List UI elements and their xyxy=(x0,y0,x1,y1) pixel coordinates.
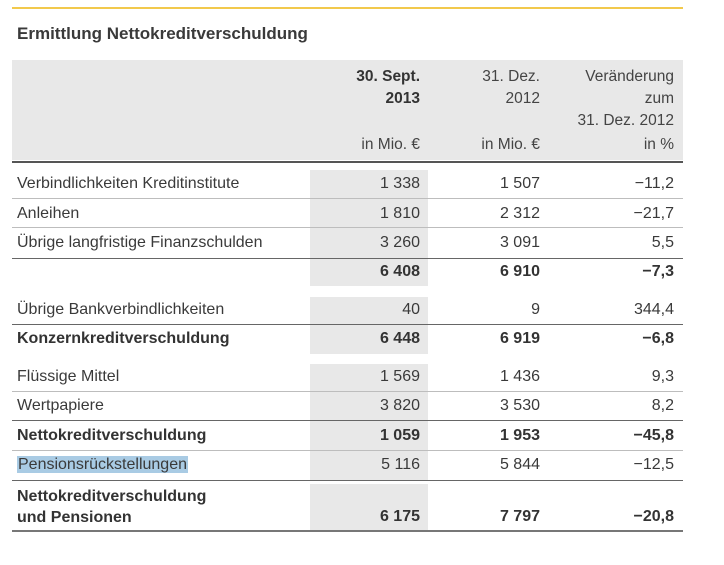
value-dez-2012: 5 844 xyxy=(499,456,540,473)
value-change: 344,4 xyxy=(633,301,674,318)
value-change: −7,3 xyxy=(642,263,674,280)
column-header-line: 31. Dez. 2012 xyxy=(577,112,674,129)
value-sept-2013: 3 260 xyxy=(379,234,420,251)
table-header: 30. Sept. 2013 in Mio. € 31. Dez. 2012 i… xyxy=(12,60,683,160)
value-dez-2012: 7 797 xyxy=(499,508,540,525)
value-change: −45,8 xyxy=(633,427,674,444)
value-dez-2012: 1 507 xyxy=(499,175,540,192)
selected-text-highlight[interactable]: Pensionsrückstellungen xyxy=(17,456,188,473)
value-sept-2013: 6 408 xyxy=(379,263,420,280)
column-header-dez-2012: 31. Dez. 2012 in Mio. € xyxy=(432,66,540,156)
value-sept-2013: 1 059 xyxy=(379,427,420,444)
value-sept-2013: 3 820 xyxy=(379,397,420,414)
row-label: Nettokreditverschuldung xyxy=(17,427,207,444)
shaded-column-block xyxy=(310,484,428,530)
row-divider xyxy=(12,324,683,325)
shaded-column-block xyxy=(310,364,428,480)
row-label-line: Nettokreditverschuldung xyxy=(17,488,207,505)
column-header-line: 2013 xyxy=(385,90,420,107)
value-dez-2012: 1 436 xyxy=(499,368,540,385)
column-header-sept-2013: 30. Sept. 2013 in Mio. € xyxy=(312,66,420,156)
row-divider xyxy=(12,198,683,199)
column-header-line: 2012 xyxy=(505,90,540,107)
value-sept-2013: 1 569 xyxy=(379,368,420,385)
column-unit: in Mio. € xyxy=(481,136,540,153)
value-dez-2012: 1 953 xyxy=(499,427,540,444)
row-label: Wertpapiere xyxy=(17,397,104,414)
column-unit: in % xyxy=(643,136,674,153)
column-unit: in Mio. € xyxy=(361,136,420,153)
value-change: −21,7 xyxy=(633,205,674,222)
row-divider xyxy=(12,480,683,481)
value-dez-2012: 3 530 xyxy=(499,397,540,414)
value-sept-2013: 40 xyxy=(402,301,420,318)
top-accent-rule xyxy=(12,7,683,9)
row-divider xyxy=(12,227,683,228)
value-sept-2013: 1 338 xyxy=(379,175,420,192)
value-sept-2013: 1 810 xyxy=(379,205,420,222)
value-sept-2013: 6 448 xyxy=(379,330,420,347)
row-label: Pensionsrückstellungen xyxy=(17,456,188,474)
row-label: Übrige langfristige Finanzschulden xyxy=(17,234,263,251)
row-divider xyxy=(12,258,683,259)
column-header-change: Veränderung zum 31. Dez. 2012 in % xyxy=(552,66,674,156)
row-label: Nettokreditverschuldung und Pensionen xyxy=(17,486,206,528)
row-label: Verbindlichkeiten Kreditinstitute xyxy=(17,175,240,192)
value-change: −20,8 xyxy=(633,508,674,525)
row-divider xyxy=(12,391,683,392)
value-dez-2012: 6 919 xyxy=(499,330,540,347)
column-header-line: 30. Sept. xyxy=(356,68,420,85)
column-header-line: Veränderung xyxy=(585,68,674,85)
value-change: −12,5 xyxy=(633,456,674,473)
value-change: 5,5 xyxy=(651,234,674,251)
row-label: Flüssige Mittel xyxy=(17,368,120,385)
table-title: Ermittlung Nettokreditverschuldung xyxy=(17,24,308,43)
row-label: Konzernkreditverschuldung xyxy=(17,330,230,347)
row-divider xyxy=(12,450,683,451)
value-change: 9,3 xyxy=(651,368,674,385)
row-label: Anleihen xyxy=(17,205,80,222)
value-change: −11,2 xyxy=(634,175,674,192)
table-bottom-rule xyxy=(12,530,683,532)
value-dez-2012: 9 xyxy=(531,301,540,318)
row-divider xyxy=(12,420,683,421)
value-dez-2012: 3 091 xyxy=(499,234,540,251)
value-sept-2013: 5 116 xyxy=(381,456,420,473)
value-change: 8,2 xyxy=(651,397,674,414)
value-change: −6,8 xyxy=(642,330,674,347)
value-dez-2012: 2 312 xyxy=(499,205,540,222)
shaded-column-block xyxy=(310,297,428,354)
column-header-line: 31. Dez. xyxy=(482,68,540,85)
value-dez-2012: 6 910 xyxy=(499,263,540,280)
row-label: Übrige Bankverbindlichkeiten xyxy=(17,301,225,318)
value-sept-2013: 6 175 xyxy=(379,508,420,525)
column-header-line: zum xyxy=(644,90,674,107)
row-label-line: und Pensionen xyxy=(17,509,132,526)
shaded-column-block xyxy=(310,170,428,286)
header-divider xyxy=(12,161,683,163)
